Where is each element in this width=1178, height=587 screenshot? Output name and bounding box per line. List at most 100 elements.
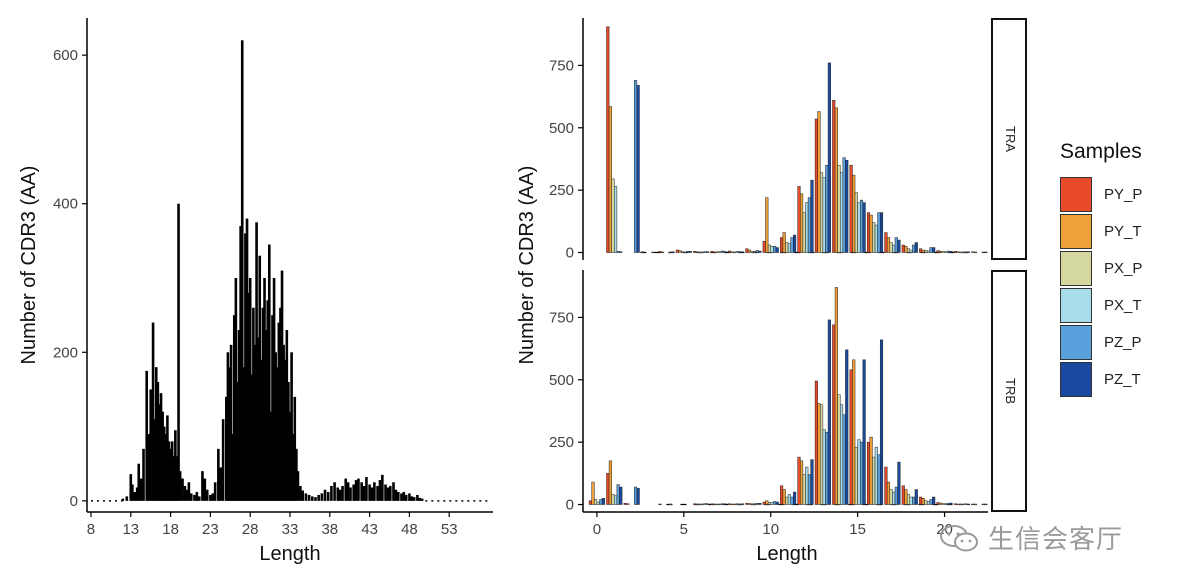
left-bar: [370, 487, 374, 501]
bar-tra-pz-t: [914, 242, 918, 253]
bar-tra-py-p: [780, 237, 784, 253]
left-bar: [346, 482, 350, 501]
bar-tra-py-p: [745, 248, 749, 253]
bar-trb-py-t: [800, 460, 804, 505]
left-bar: [211, 493, 215, 501]
left-bar: [170, 441, 174, 501]
bar-tra-pz-p: [842, 157, 846, 253]
left-y-axis-label: Number of CDR3 (AA): [18, 166, 40, 365]
left-bar: [386, 487, 390, 501]
bar-tra-px-p: [889, 242, 893, 253]
bar-tra-pz-t: [862, 202, 866, 253]
bar-tra-py-t: [660, 251, 665, 254]
legend-item-py-t: PY_T: [1060, 213, 1170, 250]
bar-trb-pz-t: [793, 491, 797, 505]
bar-trb-py-p: [901, 485, 905, 505]
left-bar: [412, 497, 416, 501]
strip-trb-label: TRB: [1003, 378, 1018, 404]
strip-tra-label: TRA: [1003, 126, 1018, 152]
bar-tra-pz-p: [790, 237, 794, 253]
left-bar: [389, 486, 392, 501]
bar-tra-px-t: [753, 251, 757, 253]
left-bar: [240, 40, 244, 501]
bar-tra-pz-p: [668, 251, 672, 254]
left-bar: [295, 448, 298, 501]
bar-trb-py-t: [886, 481, 891, 505]
bar-trb-pz-p: [825, 431, 829, 505]
left-bar: [362, 486, 366, 501]
bar-tra-py-t: [834, 107, 838, 253]
bar-trb-px-p: [837, 394, 841, 505]
bar-trb-pz-t: [601, 498, 605, 505]
bar-tra-pz-t: [740, 251, 745, 253]
bar-tra-px-p: [820, 172, 824, 253]
right-x-ticks: 0 5 10 15 20: [593, 512, 953, 538]
bar-tra-py-t: [956, 251, 960, 253]
left-bar: [326, 491, 330, 501]
bar-tra-pz-p: [755, 250, 759, 253]
bar-tra-py-p: [936, 250, 940, 253]
left-bar: [145, 370, 149, 501]
bar-tra-px-t: [926, 250, 931, 253]
bar-trb-py-p: [745, 503, 749, 505]
left-chart-panel: 0 200 400 600 8 13 18 23 28 33 38 43 48 53 Length Nu…: [18, 18, 493, 565]
left-bar: [418, 497, 422, 501]
left-y-ticks: 0 200 400 600: [53, 47, 87, 510]
bar-tra-pz-t: [810, 179, 814, 253]
bar-tra-px-t: [700, 251, 705, 254]
bar-tra-pz-p: [964, 251, 968, 253]
bar-tra-py-t: [695, 251, 699, 253]
bar-trb-py-t: [782, 489, 786, 505]
left-bar: [283, 359, 287, 501]
bar-trb-pz-t: [966, 503, 970, 506]
bar-trb-pz-t: [723, 503, 727, 505]
bar-trb-pz-p: [668, 503, 672, 506]
left-bar: [264, 330, 268, 501]
bar-trb-pz-t: [949, 502, 953, 505]
bar-trb-py-p: [919, 496, 923, 505]
bar-trb-py-p: [884, 466, 888, 505]
bar-tra-pz-p: [929, 247, 933, 253]
left-bar: [266, 300, 270, 501]
bar-trb-px-p: [802, 474, 806, 505]
bar-tra-pz-p: [616, 251, 620, 253]
bar-tra-pz-t: [758, 250, 762, 253]
bar-tra-pz-p: [634, 80, 638, 253]
left-bar: [256, 337, 260, 501]
bar-tra-py-p: [675, 249, 679, 253]
legend: Samples PY_P PY_T PX_P PX_T PZ_P PZ_T: [1060, 140, 1170, 398]
bar-trb-px-p: [767, 502, 771, 505]
bar-trb-pz-t: [810, 459, 814, 505]
left-bar: [323, 489, 327, 501]
bar-tra-px-p: [611, 178, 615, 253]
bar-tra-pz-t: [706, 251, 710, 253]
left-bar: [293, 396, 297, 501]
bar-tra-px-p: [750, 251, 754, 253]
bar-trb-pz-p: [877, 454, 881, 505]
bar-tra-py-p: [762, 241, 766, 253]
left-bar: [290, 352, 293, 501]
bar-tra-pz-p: [946, 250, 950, 253]
left-bar: [189, 493, 193, 501]
bar-trb-py-t: [747, 503, 751, 505]
left-bar: [226, 352, 230, 501]
left-bar: [239, 226, 242, 501]
bar-trb-px-t: [926, 501, 931, 505]
left-bar: [285, 330, 289, 501]
left-bar: [219, 467, 223, 501]
left-bar: [352, 484, 355, 501]
bar-trb-pz-t: [775, 501, 779, 505]
bar-trb-py-p: [953, 503, 957, 505]
left-bar: [368, 484, 371, 501]
bar-tra-pz-t: [619, 251, 623, 253]
left-bar: [291, 434, 295, 501]
left-x-ticks: 8 13 18 23 28 33 38 43 48 53: [87, 512, 458, 538]
left-bars-group: [121, 40, 424, 501]
left-bar: [181, 478, 184, 501]
left-bar: [344, 478, 348, 501]
left-bar: [209, 494, 212, 501]
bar-trb-px-p: [750, 503, 754, 505]
bar-tra-pz-p: [877, 212, 881, 253]
bar-trb-pz-p: [703, 503, 707, 505]
